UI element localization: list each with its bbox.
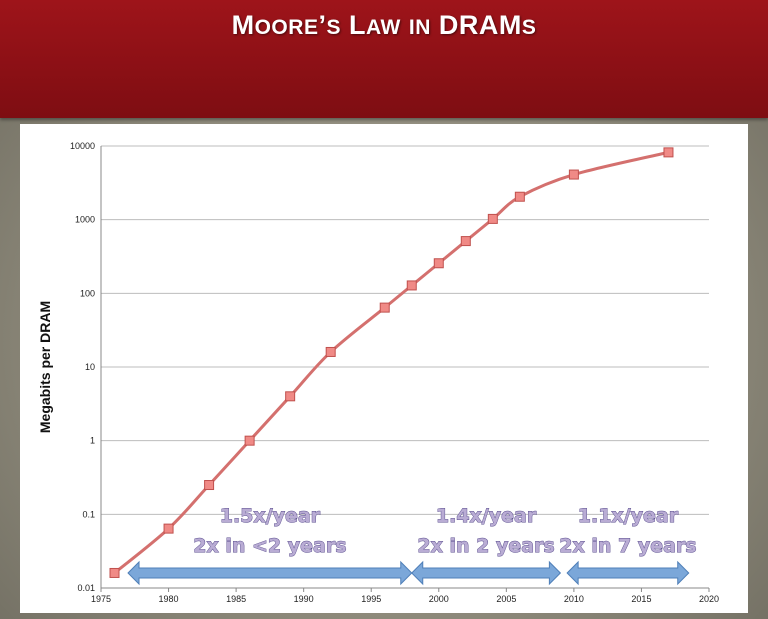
data-point xyxy=(487,213,498,224)
annotation-rate-label: 1.1x/year xyxy=(578,505,679,527)
chart-panel: 0.01 0.1 1 10 100 1000 10000 1975 1980 1985 1990 19… xyxy=(20,124,748,613)
data-point xyxy=(244,435,255,446)
y-tick-label: 1 xyxy=(90,436,95,446)
data-point xyxy=(460,236,471,247)
x-tick-label: 2015 xyxy=(631,594,651,604)
annotation-rate-label: 1.5x/year xyxy=(220,505,321,527)
x-tick-label: 1975 xyxy=(91,594,111,604)
data-point xyxy=(568,169,579,180)
data-point xyxy=(204,480,215,491)
data-point xyxy=(379,302,390,313)
y-tick-label: 10000 xyxy=(70,141,95,151)
x-tick-label: 2020 xyxy=(699,594,719,604)
y-tick-label: 10 xyxy=(85,362,95,372)
y-tick-label: 100 xyxy=(80,288,95,298)
x-tick-label: 2010 xyxy=(564,594,584,604)
y-axis-label: Megabits per DRAM xyxy=(37,301,53,433)
annotation-arrow xyxy=(411,560,562,586)
y-tick-label: 0.01 xyxy=(77,583,95,593)
data-point xyxy=(514,191,525,202)
x-tick-label: 2000 xyxy=(429,594,449,604)
annotation-arrow xyxy=(127,560,413,586)
data-point xyxy=(285,391,296,402)
x-tick-label: 1990 xyxy=(294,594,314,604)
annotation-doubling-label: 2x in 7 years xyxy=(559,535,696,557)
title-bar: MOORE’S LAW IN DRAMS xyxy=(0,0,768,118)
data-point xyxy=(433,258,444,269)
chart: 0.01 0.1 1 10 100 1000 10000 1975 1980 1985 1990 19… xyxy=(37,141,719,604)
data-point xyxy=(663,147,674,158)
x-tick-label: 1995 xyxy=(361,594,381,604)
x-tick-label: 1985 xyxy=(226,594,246,604)
data-point xyxy=(109,567,120,578)
data-point xyxy=(163,523,174,534)
data-point xyxy=(325,346,336,357)
y-tick-label: 1000 xyxy=(75,215,95,225)
y-tick-label: 0.1 xyxy=(82,509,95,519)
x-tick-label: 2005 xyxy=(496,594,516,604)
data-point xyxy=(406,280,417,291)
slide-title: MOORE’S LAW IN DRAMS xyxy=(231,10,537,40)
annotation-arrow xyxy=(566,560,690,586)
annotation-doubling-label: 2x in 2 years xyxy=(417,535,554,557)
annotation-rate-label: 1.4x/year xyxy=(436,505,537,527)
annotation-doubling-label: 2x in <2 years xyxy=(193,535,346,557)
x-tick-label: 1980 xyxy=(159,594,179,604)
